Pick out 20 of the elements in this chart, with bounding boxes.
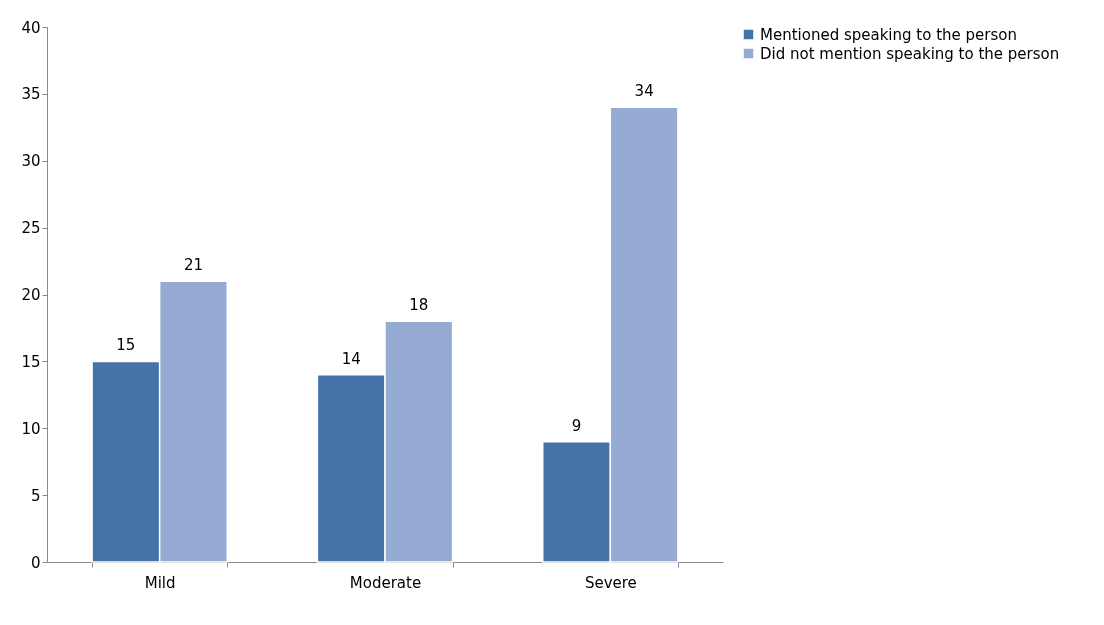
data-label: 15 (116, 336, 136, 355)
legend-label: Mentioned speaking to the person (760, 25, 1017, 44)
data-label: 9 (571, 416, 582, 435)
x-tick-label: Mild (144, 573, 176, 592)
x-tick-label: Moderate (349, 573, 422, 592)
x-tick-label: Severe (584, 573, 637, 592)
data-label: 14 (341, 349, 361, 368)
data-label: 18 (409, 296, 429, 315)
data-label: 34 (634, 82, 654, 101)
y-tick-label: 25 (21, 219, 41, 238)
y-tick-label: 5 (30, 486, 41, 505)
y-tick-label: 15 (21, 352, 41, 371)
y-tick-label: 35 (21, 85, 41, 104)
legend-label: Did not mention speaking to the person (760, 44, 1060, 63)
y-tick-label: 10 (21, 419, 41, 438)
y-tick-label: 30 (21, 152, 41, 171)
y-tick-label: 20 (21, 286, 41, 304)
y-tick-label: 0 (30, 553, 41, 572)
data-label: 21 (183, 256, 204, 275)
y-tick-label: 40 (21, 18, 41, 37)
